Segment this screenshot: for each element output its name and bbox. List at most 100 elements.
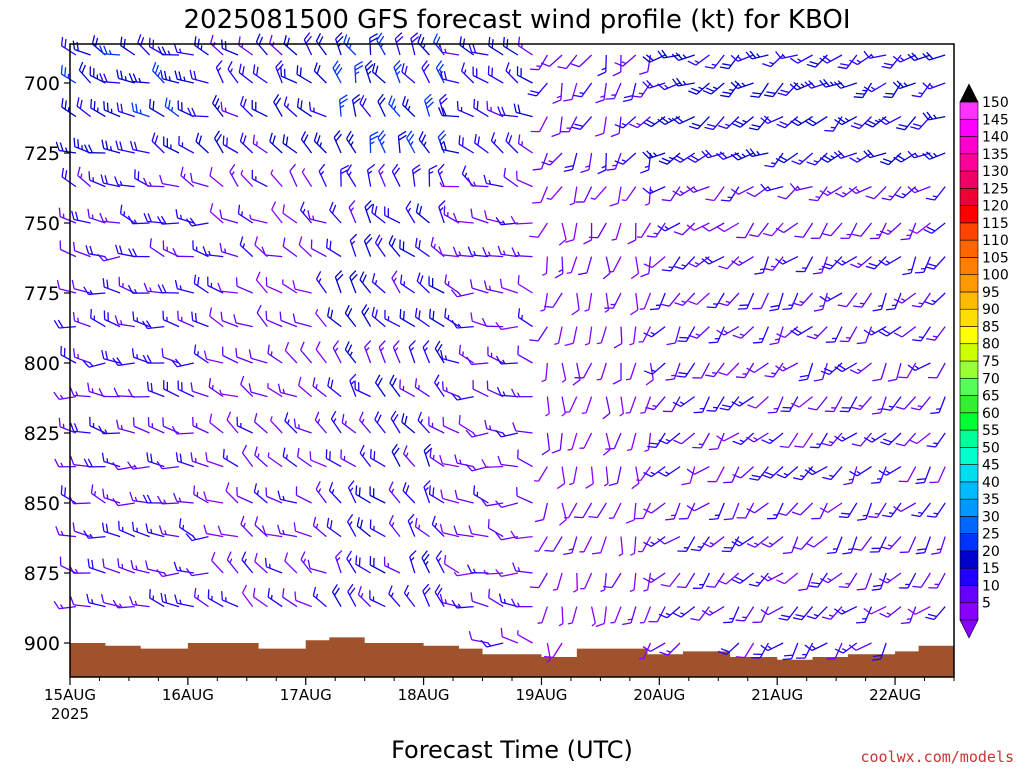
barb-staff (583, 432, 593, 449)
wind-barb (190, 452, 209, 468)
barb-half-flag (351, 240, 356, 245)
barb-flag (864, 122, 874, 128)
colorbar-label: 95 (982, 285, 1000, 301)
barb-staff (880, 292, 887, 310)
barb-flag (439, 70, 444, 80)
wind-barb (185, 217, 209, 227)
barb-staff (471, 287, 489, 294)
wind-barb (112, 357, 135, 367)
barb-staff (349, 276, 357, 294)
barb-flag (336, 67, 343, 76)
barb-flag (497, 455, 502, 465)
barb-staff (567, 502, 578, 519)
barb-half-flag (110, 108, 113, 114)
wind-barb (926, 432, 946, 448)
barb-staff (827, 572, 843, 584)
wind-barb (517, 630, 533, 644)
barb-staff (442, 51, 460, 56)
barb-half-flag (568, 548, 574, 551)
barb-staff (411, 169, 416, 187)
barb-flag (292, 280, 296, 290)
wind-barb (671, 52, 695, 62)
barb-flag (423, 553, 430, 562)
barb-staff (191, 78, 209, 84)
barb-flag (443, 205, 446, 215)
barb-flag (640, 169, 649, 174)
barb-flag (373, 557, 375, 567)
barb-flag (272, 135, 276, 145)
barb-staff (576, 572, 578, 591)
barb-flag (193, 70, 197, 80)
barb-flag (495, 568, 502, 577)
barb-flag (298, 236, 303, 246)
barb-flag (825, 341, 835, 343)
y-tick-label: 850 (24, 493, 60, 515)
barb-flag (154, 64, 160, 74)
wind-barb (261, 525, 283, 538)
barb-staff (221, 393, 239, 398)
barb-staff (605, 152, 607, 171)
wind-barb (329, 201, 342, 224)
barb-half-flag (917, 405, 923, 408)
barb-flag (57, 319, 64, 328)
wind-barb (487, 519, 504, 538)
barb-flag (482, 247, 487, 256)
wind-barb (289, 163, 298, 187)
wind-barb (923, 222, 946, 234)
barb-staff (714, 396, 725, 412)
wind-barb (235, 347, 253, 364)
barb-flag (470, 592, 473, 602)
barb-staff (751, 152, 769, 158)
wind-barb (529, 222, 548, 238)
barb-half-flag (829, 81, 834, 86)
wind-barb (408, 340, 416, 364)
barb-flag (902, 272, 912, 276)
barb-staff (785, 186, 799, 200)
wind-barb (752, 292, 769, 310)
barb-staff (269, 43, 283, 56)
barb-flag (293, 522, 297, 532)
wind-barb (795, 256, 814, 273)
wind-barb (638, 326, 652, 343)
barb-flag (686, 185, 694, 193)
barb-half-flag (457, 603, 462, 608)
barb-flag (53, 391, 60, 400)
wind-barb (143, 177, 165, 188)
barb-flag (179, 453, 183, 463)
wind-barb (219, 209, 239, 224)
wind-barb (610, 606, 622, 624)
barb-flag (688, 125, 698, 130)
barb-flag (746, 367, 755, 374)
barb-staff (857, 54, 872, 66)
barb-staff (891, 82, 902, 98)
barb-half-flag (802, 653, 807, 656)
barb-flag (377, 93, 384, 102)
wind-barb (470, 208, 489, 224)
barb-flag (315, 33, 322, 42)
barb-flag (174, 70, 178, 80)
barb-staff (283, 43, 298, 56)
barb-staff (605, 54, 607, 73)
wind-barb (681, 466, 696, 486)
barb-staff (73, 218, 91, 224)
wind-barb (327, 377, 342, 398)
colorbar-cell (959, 326, 979, 345)
barb-staff (103, 255, 121, 262)
barb-flag (716, 329, 725, 336)
barb-half-flag (888, 195, 894, 198)
barb-staff (117, 184, 135, 188)
barb-staff (821, 256, 828, 273)
wind-barb (760, 572, 784, 582)
barb-staff (88, 601, 106, 608)
barb-flag (658, 160, 668, 165)
barb-staff (500, 463, 518, 468)
barb-flag (398, 130, 407, 137)
wind-barb (565, 222, 578, 243)
barb-flag (916, 478, 926, 481)
barb-half-flag (460, 107, 463, 112)
barb-flag (100, 593, 105, 603)
wind-barb (583, 222, 593, 245)
barb-half-flag (813, 160, 819, 163)
barb-half-flag (200, 45, 203, 50)
barb-flag (280, 67, 282, 77)
